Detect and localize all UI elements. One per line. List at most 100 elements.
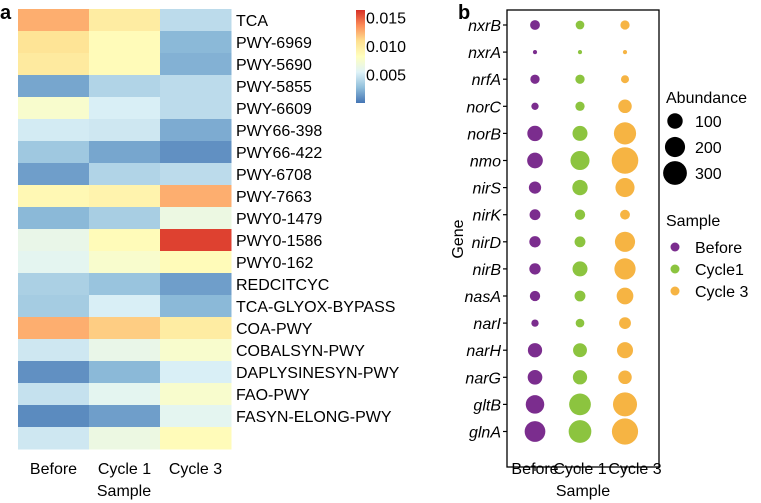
heatmap-cell [89, 229, 161, 252]
heatmap-cell [89, 251, 161, 274]
dot-norC-2 [618, 99, 632, 114]
heatmap-cell [18, 207, 90, 230]
heatmap-cell [18, 339, 90, 362]
heatmap-cell [160, 141, 232, 164]
heatmap-cell [89, 361, 161, 384]
gene-label: nirD [472, 235, 502, 252]
heatmap-cell [89, 405, 161, 428]
heatmap-cell [18, 53, 90, 76]
dot-nxrB-1 [575, 20, 585, 30]
gene-label: nxrB [468, 18, 501, 35]
dot-nirB-2 [614, 258, 636, 280]
color-legend-label: Cycle 3 [695, 284, 748, 301]
heatmap-cell [160, 427, 232, 450]
dot-nirD-2 [614, 231, 636, 252]
gene-label: nirB [473, 262, 502, 279]
heatmap-cell [160, 273, 232, 296]
heatmap [18, 9, 232, 450]
size-legend-label: 100 [695, 114, 722, 131]
colorbar-tick-label: 0.010 [366, 39, 406, 56]
heatmap-row-label: REDCITCYC [236, 277, 329, 294]
panel-label-a: a [0, 2, 12, 24]
dot-narI-2 [619, 317, 631, 330]
heatmap-cell [18, 31, 90, 54]
dot-narG-0 [527, 369, 543, 385]
dot-nxrB-2 [620, 20, 630, 30]
heatmap-cell [89, 53, 161, 76]
size-legend-label: 300 [695, 166, 722, 183]
heatmap-cell [160, 53, 232, 76]
dot-narG-2 [618, 370, 632, 385]
colorbar-tick-label: 0.015 [366, 10, 406, 27]
heatmap-cell [89, 339, 161, 362]
heatmap-cell [160, 207, 232, 230]
sample-label: Before [511, 461, 558, 478]
heatmap-row-label: FASYN-ELONG-PWY [236, 409, 392, 426]
heatmap-cell [18, 9, 90, 32]
color-legend-key [670, 264, 680, 274]
heatmap-cell [160, 251, 232, 274]
dotplot-gene-labels: nxrB nxrA nrfA norC norB nmo nirS nirK nirD nirB n… [465, 18, 507, 442]
dot-nirK-0 [529, 209, 541, 221]
dot-norC-1 [575, 101, 585, 111]
dot-nmo-1 [570, 150, 590, 171]
heatmap-cell [89, 295, 161, 318]
dot-nirS-1 [572, 179, 588, 196]
dot-nrfA-2 [620, 75, 630, 84]
dot-norB-1 [572, 125, 588, 141]
colorbar-bar [356, 10, 365, 103]
gene-label: nxrA [468, 45, 501, 62]
heatmap-row-label: PWY-5690 [236, 57, 312, 74]
heatmap-cell [160, 9, 232, 32]
heatmap-cell [89, 9, 161, 32]
dot-gltB-2 [612, 392, 638, 417]
heatmap-x-axis-title: Sample [97, 483, 151, 500]
dotplot-y-axis-title: Gene [450, 219, 467, 258]
heatmap-cell [18, 251, 90, 274]
heatmap-row-label: COBALSYN-PWY [236, 343, 365, 360]
heatmap-cell [18, 405, 90, 428]
dot-nirS-2 [615, 178, 635, 198]
heatmap-cell [18, 317, 90, 340]
heatmap-cell [18, 295, 90, 318]
heatmap-cell [160, 229, 232, 252]
heatmap-cell [89, 273, 161, 296]
heatmap-row-label: TCA-GLYOX-BYPASS [236, 299, 395, 316]
dot-narH-2 [616, 342, 634, 359]
heatmap-column-labels: Before Cycle 1 Cycle 3 [30, 461, 222, 478]
sample-label: Cycle 3 [608, 461, 661, 478]
heatmap-cell [89, 185, 161, 208]
heatmap-cell [160, 75, 232, 98]
dot-nasA-1 [574, 290, 586, 302]
heatmap-cell [160, 383, 232, 406]
dotplot-frame [506, 9, 660, 468]
dotplot-points [524, 20, 639, 445]
heatmap-cell [18, 141, 90, 164]
size-legend-key [663, 161, 687, 185]
dot-nmo-0 [527, 152, 543, 169]
heatmap-cell [89, 383, 161, 406]
heatmap-cell [89, 119, 161, 142]
colorbar-tick-label: 0.005 [366, 67, 406, 84]
heatmap-cell [89, 163, 161, 186]
gene-label: nmo [470, 154, 501, 171]
dot-nirK-2 [620, 209, 630, 220]
dot-nxrA-0 [532, 50, 538, 55]
heatmap-cell [89, 207, 161, 230]
heatmap-cell [160, 97, 232, 120]
dot-norB-0 [527, 125, 543, 142]
gene-label: gltB [473, 397, 501, 414]
dot-nmo-2 [611, 147, 639, 174]
heatmap-cell [18, 163, 90, 186]
dot-nirD-1 [574, 236, 586, 248]
size-legend-label: 200 [695, 140, 722, 157]
dot-narG-1 [572, 370, 588, 385]
heatmap-cell [18, 273, 90, 296]
dot-nirK-1 [574, 209, 586, 220]
color-legend-key [670, 242, 680, 252]
heatmap-cell [18, 185, 90, 208]
gene-label: nasA [465, 289, 501, 306]
heatmap-cell [160, 295, 232, 318]
heatmap-cell [18, 361, 90, 384]
